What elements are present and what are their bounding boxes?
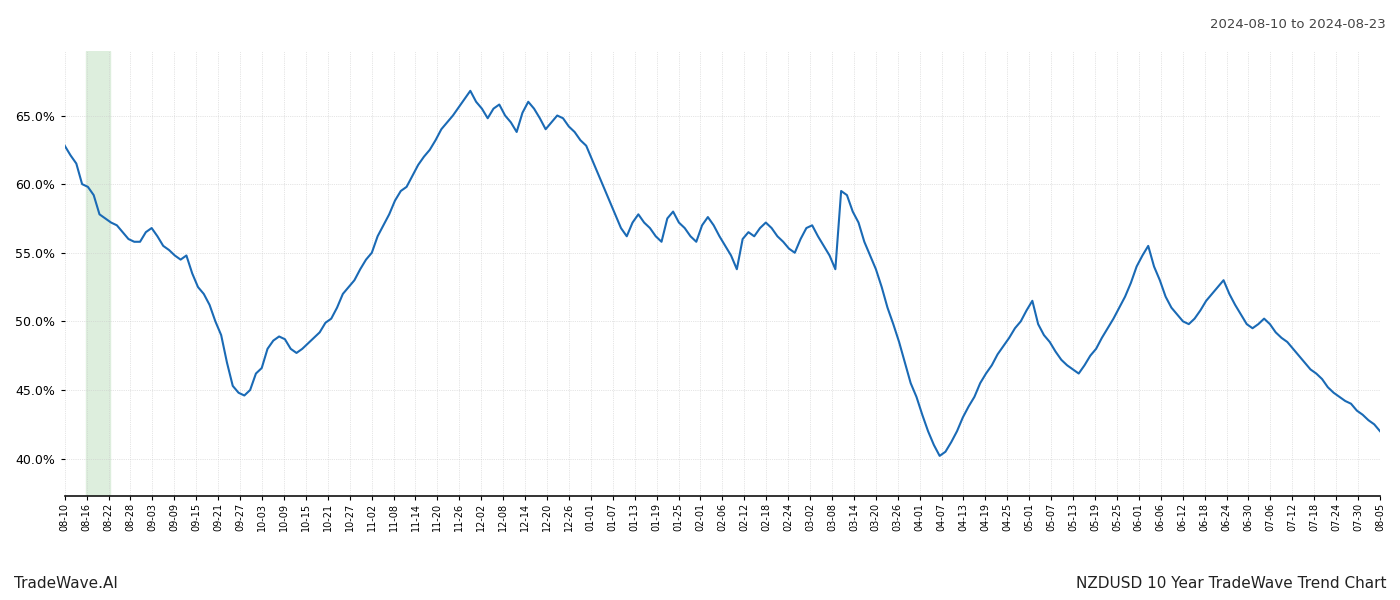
Bar [85, 51, 109, 496]
Text: NZDUSD 10 Year TradeWave Trend Chart: NZDUSD 10 Year TradeWave Trend Chart [1075, 576, 1386, 591]
Text: 2024-08-10 to 2024-08-23: 2024-08-10 to 2024-08-23 [1210, 18, 1386, 31]
Text: TradeWave.AI: TradeWave.AI [14, 576, 118, 591]
